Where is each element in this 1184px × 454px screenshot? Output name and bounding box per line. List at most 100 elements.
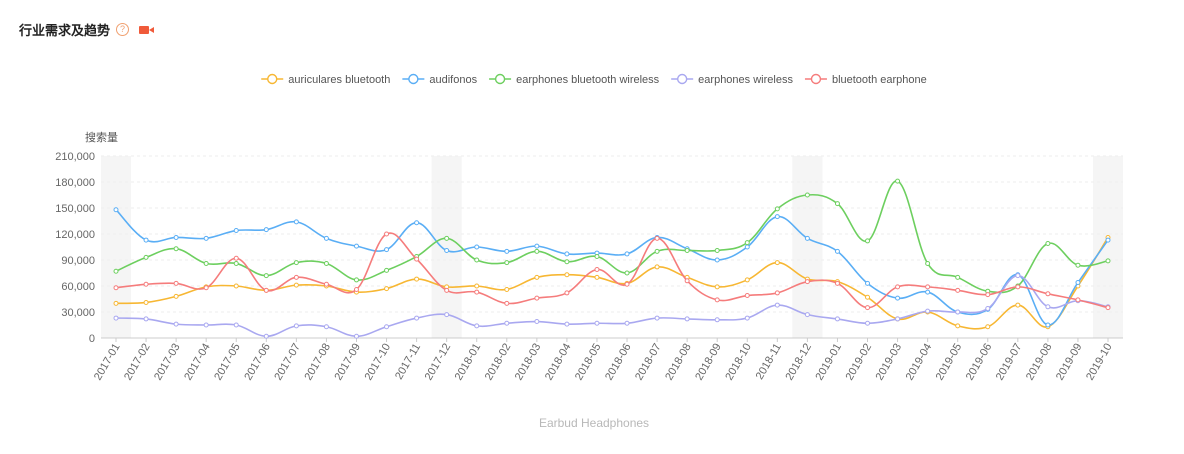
- data-point[interactable]: [474, 244, 480, 250]
- data-point[interactable]: [143, 254, 149, 260]
- data-point[interactable]: [865, 238, 871, 244]
- data-point[interactable]: [113, 315, 119, 321]
- data-point[interactable]: [474, 257, 480, 263]
- data-point[interactable]: [714, 247, 720, 253]
- data-point[interactable]: [1105, 305, 1111, 311]
- data-point[interactable]: [534, 319, 540, 325]
- data-point[interactable]: [263, 227, 269, 233]
- data-point[interactable]: [173, 234, 179, 240]
- data-point[interactable]: [534, 274, 540, 280]
- data-point[interactable]: [233, 255, 239, 261]
- data-point[interactable]: [474, 289, 480, 295]
- data-point[interactable]: [834, 248, 840, 254]
- data-point[interactable]: [203, 285, 209, 291]
- data-point[interactable]: [925, 260, 931, 266]
- data-point[interactable]: [744, 244, 750, 250]
- legend-item[interactable]: auriculares bluetooth: [261, 73, 390, 86]
- legend[interactable]: auriculares bluetooth audifonos earphones …: [261, 73, 927, 86]
- data-point[interactable]: [504, 286, 510, 292]
- data-point[interactable]: [895, 295, 901, 301]
- data-point[interactable]: [143, 316, 149, 322]
- data-point[interactable]: [1045, 322, 1051, 328]
- data-point[interactable]: [384, 267, 390, 273]
- series-line[interactable]: [115, 180, 1109, 294]
- data-point[interactable]: [594, 267, 600, 273]
- data-point[interactable]: [504, 248, 510, 254]
- data-point[interactable]: [203, 322, 209, 328]
- legend-item[interactable]: earphones wireless: [671, 73, 793, 86]
- data-point[interactable]: [925, 284, 931, 290]
- data-point[interactable]: [113, 207, 119, 213]
- data-point[interactable]: [143, 237, 149, 243]
- series-line[interactable]: [115, 237, 1109, 330]
- data-point[interactable]: [865, 305, 871, 311]
- help-icon[interactable]: ?: [116, 23, 130, 36]
- data-point[interactable]: [384, 286, 390, 292]
- data-point[interactable]: [684, 278, 690, 284]
- data-point[interactable]: [534, 248, 540, 254]
- series-earphones-wireless[interactable]: [113, 273, 1111, 339]
- video-camera-icon[interactable]: [139, 25, 155, 34]
- data-point[interactable]: [744, 315, 750, 321]
- data-point[interactable]: [654, 315, 660, 321]
- data-point[interactable]: [804, 192, 810, 198]
- data-point[interactable]: [804, 312, 810, 318]
- data-point[interactable]: [293, 219, 299, 225]
- data-point[interactable]: [925, 308, 931, 314]
- data-point[interactable]: [744, 240, 750, 246]
- data-point[interactable]: [774, 214, 780, 220]
- data-point[interactable]: [895, 316, 901, 322]
- data-point[interactable]: [804, 279, 810, 285]
- data-point[interactable]: [564, 321, 570, 327]
- data-point[interactable]: [353, 333, 359, 339]
- data-point[interactable]: [925, 289, 931, 295]
- data-point[interactable]: [744, 293, 750, 299]
- data-point[interactable]: [173, 293, 179, 299]
- data-point[interactable]: [564, 290, 570, 296]
- data-point[interactable]: [955, 274, 961, 280]
- data-point[interactable]: [1045, 291, 1051, 297]
- data-point[interactable]: [654, 248, 660, 254]
- data-point[interactable]: [865, 280, 871, 286]
- data-point[interactable]: [624, 270, 630, 276]
- data-point[interactable]: [865, 294, 871, 300]
- data-point[interactable]: [293, 260, 299, 266]
- data-point[interactable]: [624, 320, 630, 326]
- data-point[interactable]: [1015, 273, 1021, 279]
- data-point[interactable]: [173, 280, 179, 286]
- data-point[interactable]: [955, 287, 961, 293]
- data-point[interactable]: [774, 290, 780, 296]
- data-point[interactable]: [985, 324, 991, 330]
- data-point[interactable]: [1045, 241, 1051, 247]
- data-point[interactable]: [353, 277, 359, 283]
- data-point[interactable]: [293, 282, 299, 288]
- data-point[interactable]: [113, 300, 119, 306]
- data-point[interactable]: [714, 317, 720, 323]
- data-point[interactable]: [504, 300, 510, 306]
- series-auriculares-bluetooth[interactable]: [113, 234, 1111, 330]
- data-point[interactable]: [414, 315, 420, 321]
- data-point[interactable]: [714, 257, 720, 263]
- data-point[interactable]: [384, 324, 390, 330]
- data-point[interactable]: [444, 287, 450, 293]
- data-point[interactable]: [414, 276, 420, 282]
- data-point[interactable]: [414, 220, 420, 226]
- data-point[interactable]: [233, 283, 239, 289]
- data-point[interactable]: [1105, 258, 1111, 264]
- data-point[interactable]: [594, 254, 600, 260]
- legend-item[interactable]: earphones bluetooth wireless: [489, 73, 660, 86]
- data-point[interactable]: [774, 302, 780, 308]
- data-point[interactable]: [323, 235, 329, 241]
- data-point[interactable]: [594, 320, 600, 326]
- data-point[interactable]: [1015, 302, 1021, 308]
- data-point[interactable]: [323, 260, 329, 266]
- data-point[interactable]: [173, 246, 179, 252]
- data-point[interactable]: [203, 235, 209, 241]
- data-point[interactable]: [293, 323, 299, 329]
- data-point[interactable]: [1075, 297, 1081, 303]
- data-point[interactable]: [444, 312, 450, 318]
- series-line[interactable]: [115, 232, 1109, 309]
- data-point[interactable]: [353, 243, 359, 249]
- data-point[interactable]: [564, 251, 570, 257]
- data-point[interactable]: [1105, 237, 1111, 243]
